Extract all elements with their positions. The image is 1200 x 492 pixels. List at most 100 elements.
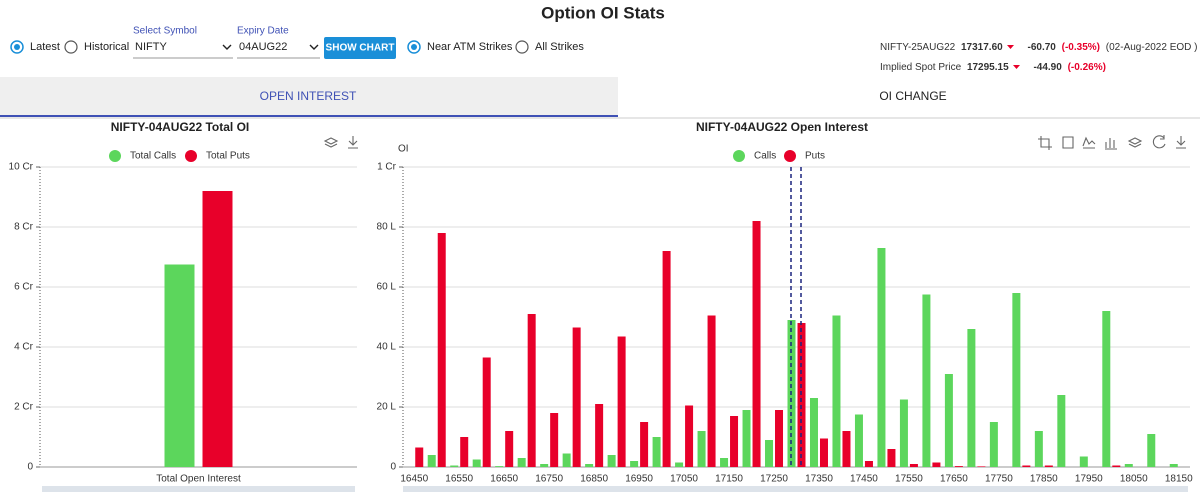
bar bbox=[944, 374, 953, 467]
strike-radio-all[interactable]: All Strikes bbox=[515, 40, 584, 54]
bar bbox=[697, 431, 706, 467]
bar bbox=[809, 398, 818, 467]
x-tick-label: 17650 bbox=[940, 474, 968, 485]
bar bbox=[989, 422, 998, 467]
x-tick-label: 17850 bbox=[1030, 474, 1058, 485]
bar bbox=[932, 462, 941, 467]
bar bbox=[685, 405, 694, 467]
y-tick-label: 60 L bbox=[377, 282, 397, 293]
bar bbox=[550, 413, 559, 467]
bar bbox=[1012, 293, 1021, 467]
tab-label: OPEN INTEREST bbox=[260, 89, 357, 103]
legend-marker bbox=[185, 150, 197, 162]
bar bbox=[164, 264, 195, 467]
bar bbox=[752, 221, 761, 467]
futures-quote: NIFTY-25AUG22 17317.60 -60.70 (-0.35%) (… bbox=[880, 42, 1198, 53]
strike-radio-near[interactable]: Near ATM Strikes bbox=[407, 40, 513, 54]
legend-label: Calls bbox=[754, 151, 776, 162]
tab-open-interest[interactable]: OPEN INTEREST bbox=[0, 77, 618, 117]
x-tick-label: 16450 bbox=[400, 474, 428, 485]
bar bbox=[675, 462, 684, 467]
bar bbox=[1102, 311, 1111, 467]
bar bbox=[1057, 395, 1066, 467]
radio-label: All Strikes bbox=[535, 41, 584, 53]
bar bbox=[482, 357, 491, 467]
bar bbox=[864, 461, 873, 467]
bar bbox=[1079, 456, 1088, 467]
bar bbox=[887, 449, 896, 467]
select-value: NIFTY bbox=[135, 41, 167, 53]
mode-radio-latest[interactable]: Latest bbox=[10, 40, 60, 54]
futures-price: 17317.60 bbox=[961, 42, 1003, 53]
mode-radio-historical[interactable]: Historical bbox=[64, 40, 129, 54]
x-tick-label: 17950 bbox=[1075, 474, 1103, 485]
bar bbox=[1022, 465, 1031, 467]
bar bbox=[854, 414, 863, 467]
bar bbox=[562, 453, 571, 467]
symbol-select[interactable]: NIFTY bbox=[133, 41, 233, 59]
x-tick-label: 18050 bbox=[1120, 474, 1148, 485]
y-tick-label: 6 Cr bbox=[14, 282, 34, 293]
x-tick-label: 17250 bbox=[760, 474, 788, 485]
futures-change: -60.70 bbox=[1028, 42, 1057, 53]
toolbar[interactable] bbox=[323, 135, 1186, 150]
spot-change: -44.90 bbox=[1033, 62, 1062, 73]
futures-name: NIFTY-25AUG22 bbox=[880, 42, 956, 53]
bar bbox=[967, 329, 976, 467]
bar bbox=[922, 294, 931, 467]
y-axis-title: OI bbox=[398, 144, 409, 155]
bar bbox=[877, 248, 886, 467]
tab-label: OI CHANGE bbox=[879, 89, 946, 103]
x-tick-label: 17350 bbox=[805, 474, 833, 485]
x-tick-label: 17450 bbox=[850, 474, 878, 485]
radio-label: Latest bbox=[30, 41, 60, 53]
page-title: Option OI Stats bbox=[541, 3, 665, 22]
bar bbox=[640, 422, 649, 467]
bar bbox=[595, 404, 604, 467]
legend-marker bbox=[733, 150, 745, 162]
bar bbox=[450, 465, 459, 467]
x-tick-label: 16750 bbox=[535, 474, 563, 485]
bar bbox=[1112, 465, 1121, 467]
bar bbox=[1169, 464, 1178, 467]
scrollbar[interactable] bbox=[403, 486, 1188, 492]
bar bbox=[460, 437, 469, 467]
y-tick-label: 0 bbox=[390, 462, 396, 473]
spot-quote: Implied Spot Price 17295.15 -44.90 (-0.2… bbox=[880, 62, 1106, 73]
chart-title: NIFTY-04AUG22 Open Interest bbox=[696, 120, 868, 134]
futures-date: (02-Aug-2022 EOD ) bbox=[1106, 42, 1198, 53]
bar bbox=[1044, 465, 1053, 467]
show-chart-button[interactable]: SHOW CHART bbox=[324, 37, 396, 59]
bar bbox=[427, 455, 436, 467]
y-tick-label: 4 Cr bbox=[14, 342, 34, 353]
bar bbox=[1034, 431, 1043, 467]
button-label: SHOW CHART bbox=[326, 43, 395, 54]
bar bbox=[954, 466, 963, 467]
bar bbox=[842, 431, 851, 467]
bar bbox=[977, 466, 986, 467]
y-tick-label: 8 Cr bbox=[14, 222, 34, 233]
bar bbox=[202, 191, 233, 467]
bar bbox=[652, 437, 661, 467]
bar bbox=[617, 336, 626, 467]
bar bbox=[415, 447, 424, 467]
scrollbar[interactable] bbox=[42, 486, 355, 492]
bar bbox=[472, 459, 481, 467]
bar bbox=[742, 410, 751, 467]
expiry-select[interactable]: 04AUG22 bbox=[237, 41, 320, 59]
down-arrow bbox=[1007, 45, 1014, 49]
chart-title: NIFTY-04AUG22 Total OI bbox=[111, 120, 249, 134]
legend-label: Total Puts bbox=[206, 151, 250, 162]
field-label: Expiry Date bbox=[237, 26, 289, 37]
legend-label: Total Calls bbox=[130, 151, 176, 162]
x-tick-label: 17750 bbox=[985, 474, 1013, 485]
spot-label: Implied Spot Price bbox=[880, 62, 962, 73]
y-tick-label: 10 Cr bbox=[9, 162, 34, 173]
tab-oi-change[interactable]: OI CHANGE bbox=[879, 89, 946, 103]
bar bbox=[495, 466, 504, 467]
y-tick-label: 2 Cr bbox=[14, 402, 34, 413]
y-tick-label: 40 L bbox=[377, 342, 397, 353]
x-tick-label: 17050 bbox=[670, 474, 698, 485]
bar bbox=[720, 458, 729, 467]
